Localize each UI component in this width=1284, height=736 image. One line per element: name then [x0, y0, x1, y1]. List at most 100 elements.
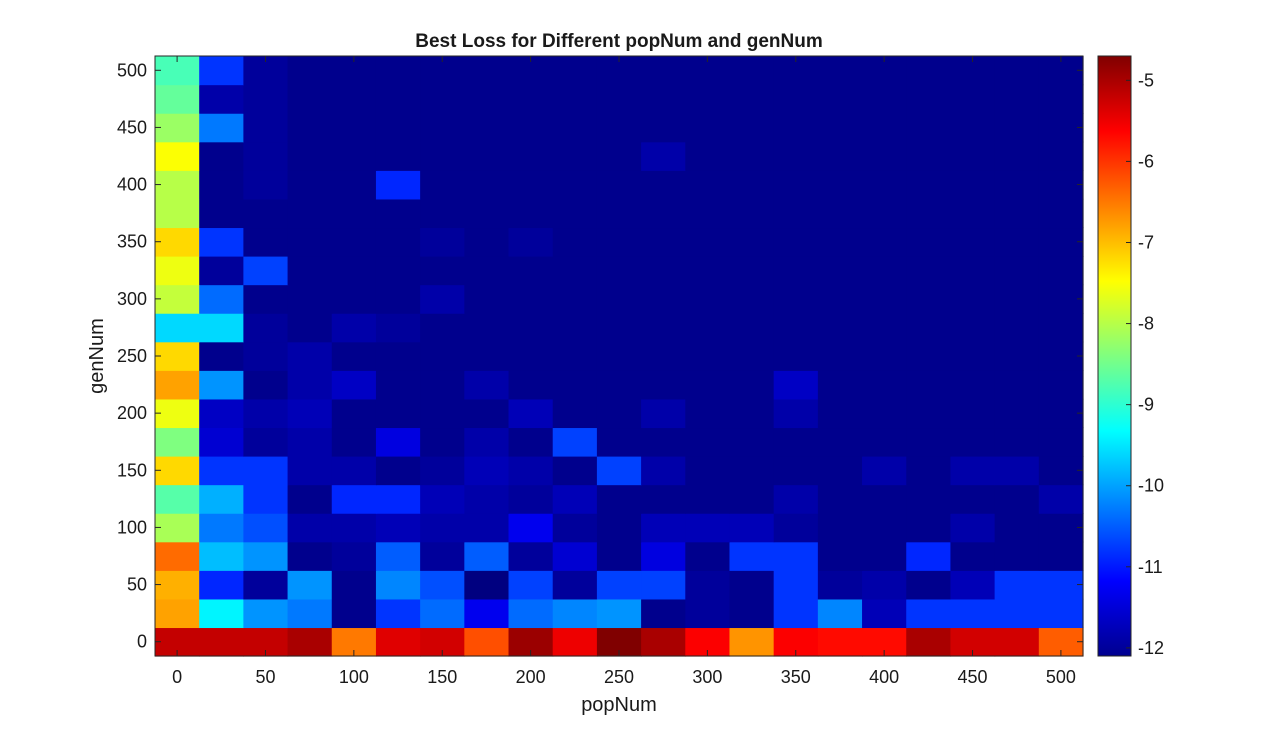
- x-tick-label: 200: [516, 667, 546, 687]
- heatmap-cell: [906, 113, 952, 143]
- heatmap-cell: [729, 227, 775, 257]
- heatmap-cell: [464, 113, 510, 143]
- y-tick-label: 250: [117, 346, 147, 366]
- heatmap-cell: [729, 170, 775, 200]
- x-tick-label: 150: [427, 667, 457, 687]
- heatmap-cell: [375, 427, 421, 457]
- heatmap-cell: [1038, 170, 1084, 200]
- heatmap-cell: [773, 198, 819, 229]
- heatmap-cell: [950, 198, 996, 229]
- heatmap-cell: [243, 598, 289, 629]
- heatmap-cell: [508, 284, 554, 314]
- heatmap-cell: [817, 341, 863, 371]
- heatmap-cell: [375, 341, 421, 371]
- y-tick-label: 100: [117, 517, 147, 537]
- heatmap-cell: [906, 570, 952, 600]
- heatmap-cell: [375, 627, 421, 657]
- heatmap-cell: [420, 198, 465, 229]
- heatmap-cell: [994, 84, 1040, 114]
- heatmap-cell: [773, 284, 819, 314]
- heatmap-cell: [994, 398, 1040, 429]
- heatmap-cell: [552, 284, 598, 314]
- heatmap-cell: [641, 513, 686, 543]
- y-tick-label: 500: [117, 60, 147, 80]
- colorbar: [1097, 55, 1132, 657]
- heatmap-cell: [287, 370, 333, 400]
- heatmap-cell: [552, 256, 598, 286]
- heatmap-cell: [155, 398, 200, 429]
- heatmap-cell: [199, 513, 244, 543]
- heatmap-cell: [862, 513, 907, 543]
- heatmap-cell: [596, 198, 642, 229]
- heatmap-cell: [1038, 198, 1084, 229]
- heatmap-cell: [596, 598, 642, 629]
- heatmap-cell: [464, 398, 510, 429]
- heatmap-cell: [199, 627, 244, 657]
- heatmap-cell: [331, 170, 377, 200]
- heatmap-cell: [862, 198, 907, 229]
- heatmap-cell: [375, 456, 421, 486]
- heatmap-cell: [685, 427, 731, 457]
- heatmap-cell: [420, 513, 465, 543]
- heatmap-cell: [464, 484, 510, 514]
- heatmap-cell: [1038, 84, 1084, 114]
- chart-title: Best Loss for Different popNum and genNu…: [415, 31, 822, 52]
- colorbar-tick-label: -10: [1138, 476, 1164, 496]
- heatmap-cell: [729, 313, 775, 343]
- heatmap-cell: [243, 513, 289, 543]
- heatmap-cell: [773, 570, 819, 600]
- heatmap-cell: [1038, 256, 1084, 286]
- heatmap-cell: [420, 570, 465, 600]
- heatmap-cell: [817, 56, 863, 86]
- heatmap-cell: [155, 313, 200, 343]
- heatmap-cell: [243, 570, 289, 600]
- heatmap-cell: [1038, 484, 1084, 514]
- heatmap-cell: [729, 484, 775, 514]
- heatmap-cell: [817, 284, 863, 314]
- heatmap-cell: [199, 113, 244, 143]
- heatmap-cell: [773, 598, 819, 629]
- heatmap-cell: [862, 370, 907, 400]
- heatmap-cell: [552, 456, 598, 486]
- heatmap-cell: [685, 398, 731, 429]
- heatmap-cell: [420, 313, 465, 343]
- heatmap-cell: [199, 456, 244, 486]
- heatmap-cell: [994, 313, 1040, 343]
- heatmap-cell: [950, 141, 996, 171]
- heatmap-cell: [464, 627, 510, 657]
- heatmap-cell: [994, 484, 1040, 514]
- heatmap-cell: [199, 56, 244, 86]
- heatmap-cell: [464, 456, 510, 486]
- y-tick-label: 450: [117, 117, 147, 137]
- heatmap-cell: [906, 627, 952, 657]
- heatmap-cell: [155, 284, 200, 314]
- heatmap-cell: [641, 398, 686, 429]
- heatmap-cell: [994, 456, 1040, 486]
- y-tick-label: 0: [137, 632, 147, 652]
- heatmap-cell: [552, 370, 598, 400]
- heatmap-cell: [906, 541, 952, 571]
- heatmap-cell: [243, 256, 289, 286]
- heatmap-cell: [641, 627, 686, 657]
- heatmap-cell: [375, 170, 421, 200]
- heatmap-cell: [641, 541, 686, 571]
- heatmap-cell: [199, 570, 244, 600]
- heatmap-cell: [287, 56, 333, 86]
- heatmap-cell: [596, 427, 642, 457]
- heatmap-cell: [243, 341, 289, 371]
- heatmap-cell: [287, 598, 333, 629]
- heatmap-cell: [1038, 313, 1084, 343]
- heatmap-cell: [464, 284, 510, 314]
- heatmap-cell: [331, 227, 377, 257]
- heatmap-cell: [817, 141, 863, 171]
- heatmap-cell: [375, 56, 421, 86]
- heatmap-cell: [375, 256, 421, 286]
- heatmap-cell: [1038, 427, 1084, 457]
- heatmap-cell: [552, 513, 598, 543]
- heatmap-cell: [596, 513, 642, 543]
- heatmap-cell: [596, 141, 642, 171]
- heatmap-cell: [420, 370, 465, 400]
- heatmap-cell: [508, 256, 554, 286]
- heatmap-cell: [1038, 456, 1084, 486]
- y-tick-label: 200: [117, 403, 147, 423]
